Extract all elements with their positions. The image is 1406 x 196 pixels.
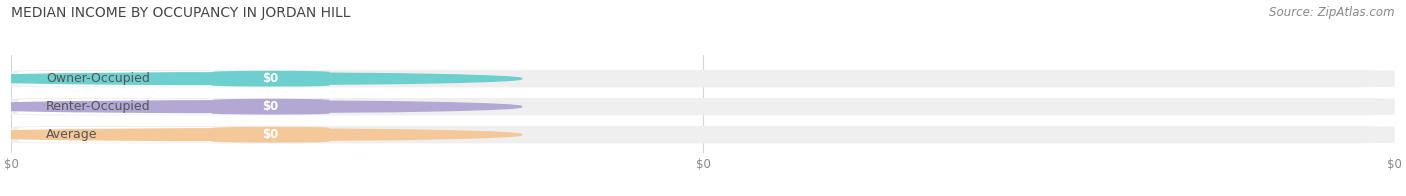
- Text: $0: $0: [263, 72, 278, 85]
- Text: Average: Average: [46, 128, 97, 141]
- Text: Source: ZipAtlas.com: Source: ZipAtlas.com: [1270, 6, 1395, 19]
- Text: $0: $0: [263, 100, 278, 113]
- Text: Renter-Occupied: Renter-Occupied: [46, 100, 150, 113]
- FancyBboxPatch shape: [11, 98, 1395, 115]
- Text: Owner-Occupied: Owner-Occupied: [46, 72, 149, 85]
- Circle shape: [0, 129, 522, 141]
- Text: MEDIAN INCOME BY OCCUPANCY IN JORDAN HILL: MEDIAN INCOME BY OCCUPANCY IN JORDAN HIL…: [11, 6, 350, 20]
- FancyBboxPatch shape: [11, 70, 1395, 87]
- Text: $0: $0: [263, 128, 278, 141]
- FancyBboxPatch shape: [212, 71, 329, 86]
- Circle shape: [0, 73, 522, 84]
- FancyBboxPatch shape: [18, 71, 267, 86]
- FancyBboxPatch shape: [18, 127, 267, 142]
- FancyBboxPatch shape: [18, 99, 267, 114]
- FancyBboxPatch shape: [212, 127, 329, 142]
- Circle shape: [0, 101, 522, 113]
- FancyBboxPatch shape: [212, 99, 329, 114]
- FancyBboxPatch shape: [11, 126, 1395, 143]
